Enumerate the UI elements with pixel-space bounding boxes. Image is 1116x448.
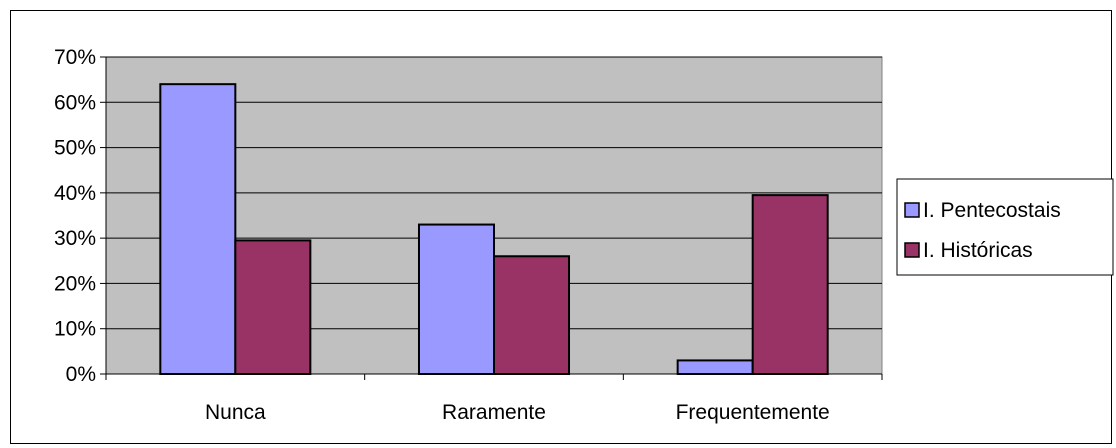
y-axis-ticks: 0% 10% 20% 30% 40% 50% 60% 70% <box>54 46 106 386</box>
y-tick-label: 60% <box>54 91 96 114</box>
bar-pentecostais-1 <box>417 223 495 375</box>
y-tick-label: 50% <box>54 137 96 160</box>
x-axis-ticks: Nunca Raramente Frequentemente <box>105 374 883 424</box>
legend-box <box>896 178 1114 276</box>
bars <box>159 83 829 376</box>
bar-pentecostais-0 <box>159 83 237 376</box>
bar-historicas-0 <box>234 239 312 375</box>
legend-label: I. Pentecostais <box>923 199 1061 222</box>
legend-swatch <box>904 242 920 258</box>
axes <box>105 57 882 375</box>
y-tick-label: 70% <box>54 46 96 69</box>
x-category-label: Nunca <box>205 401 266 424</box>
x-category-label: Raramente <box>442 401 546 424</box>
bar-historicas-1 <box>493 255 571 375</box>
bar-historicas-2 <box>751 194 829 375</box>
y-tick-label: 10% <box>54 318 96 341</box>
legend-label: I. Históricas <box>923 239 1033 262</box>
y-tick-label: 0% <box>66 363 96 386</box>
y-tick-label: 20% <box>54 272 96 295</box>
x-category-label: Frequentemente <box>676 401 830 424</box>
y-tick-label: 30% <box>54 227 96 250</box>
legend-swatch <box>904 202 920 218</box>
legend: I. Pentecostais I. Históricas <box>896 178 1114 276</box>
bar-pentecostais-2 <box>676 359 754 375</box>
y-tick-label: 40% <box>54 182 96 205</box>
